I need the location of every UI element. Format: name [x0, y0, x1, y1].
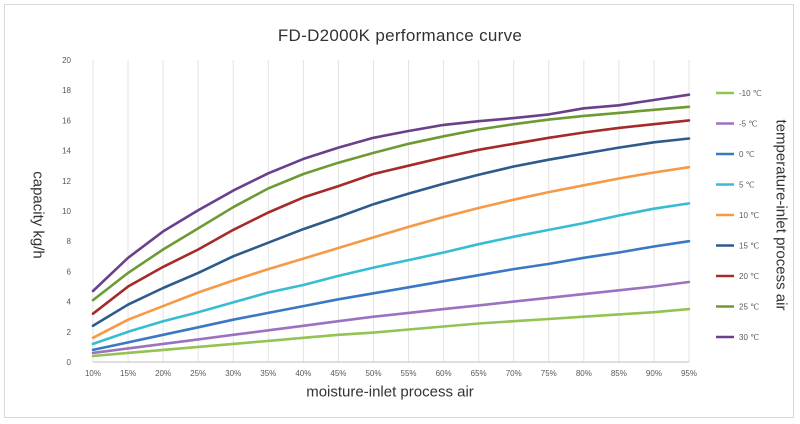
x-tick-label: 20% — [155, 369, 171, 378]
legend-label: -5 ℃ — [739, 120, 757, 129]
series-line — [91, 165, 691, 340]
x-tick-label: 95% — [681, 369, 697, 378]
series-line — [91, 202, 691, 346]
y-tick-label: 10 — [62, 207, 71, 216]
series-line — [91, 93, 691, 293]
y-tick-label: 18 — [62, 86, 71, 95]
x-tick-label: 15% — [120, 369, 136, 378]
x-tick-label: 40% — [295, 369, 311, 378]
x-tick-label: 90% — [646, 369, 662, 378]
x-tick-label: 75% — [541, 369, 557, 378]
x-tick-label: 45% — [330, 369, 346, 378]
x-tick-label: 70% — [506, 369, 522, 378]
y-tick-label: 16 — [62, 116, 71, 125]
legend-label: -10 ℃ — [739, 89, 762, 98]
y-tick-label: 6 — [67, 267, 72, 276]
x-tick-label: 10% — [85, 369, 101, 378]
legend-label: 30 ℃ — [739, 333, 759, 342]
x-tick-label: 85% — [611, 369, 627, 378]
series-line — [91, 105, 691, 302]
series-line — [91, 137, 691, 328]
series-line — [91, 280, 691, 355]
x-tick-label: 60% — [436, 369, 452, 378]
y-tick-label: 20 — [62, 56, 71, 65]
y-tick-label: 4 — [67, 298, 72, 307]
x-tick-label: 25% — [190, 369, 206, 378]
y-tick-label: 14 — [62, 147, 71, 156]
x-axis-label: moisture-inlet process air — [306, 383, 474, 401]
legend-label: 0 ℃ — [739, 150, 755, 159]
legend-label: 25 ℃ — [739, 303, 759, 312]
legend-label: 20 ℃ — [739, 272, 759, 281]
y-tick-label: 2 — [67, 328, 72, 337]
x-tick-label: 65% — [471, 369, 487, 378]
chart-title: FD-D2000K performance curve — [277, 26, 523, 45]
series-line — [91, 239, 691, 352]
legend-label: 15 ℃ — [739, 242, 759, 251]
x-tick-label: 30% — [225, 369, 241, 378]
legend-label: 5 ℃ — [739, 181, 755, 190]
chart-frame — [4, 4, 794, 418]
x-tick-label: 55% — [401, 369, 417, 378]
x-tick-label: 35% — [260, 369, 276, 378]
x-tick-label: 50% — [365, 369, 381, 378]
legend-label: 10 ℃ — [739, 211, 759, 220]
series-line — [91, 307, 691, 358]
y-tick-label: 8 — [67, 237, 72, 246]
y-tick-label: 12 — [62, 177, 71, 186]
x-tick-label: 80% — [576, 369, 592, 378]
series-line — [91, 119, 691, 316]
y-tick-label: 0 — [67, 358, 72, 367]
